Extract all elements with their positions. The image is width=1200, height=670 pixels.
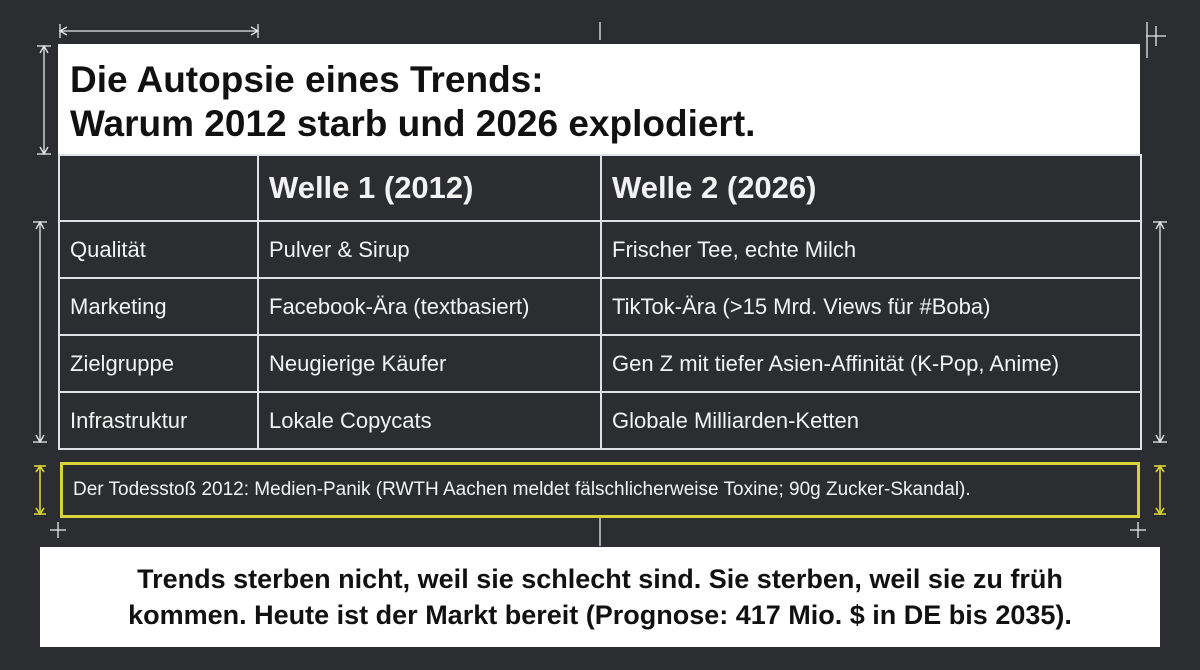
wave-1-cell: Neugierige Käufer [257, 334, 602, 393]
header-wave-1: Welle 1 (2012) [257, 154, 602, 222]
row-label: Zielgruppe [58, 334, 259, 393]
wave-1-cell: Facebook-Ära (textbasiert) [257, 277, 602, 336]
table-header-row: Welle 1 (2012) Welle 2 (2026) [58, 154, 1142, 222]
wave-2-cell: TikTok-Ära (>15 Mrd. Views für #Boba) [600, 277, 1142, 336]
table-row: Zielgruppe Neugierige Käufer Gen Z mit t… [58, 334, 1142, 393]
conclusion-line-2: kommen. Heute ist der Markt bereit (Prog… [128, 600, 1072, 630]
row-label: Infrastruktur [58, 391, 259, 450]
table-row: Qualität Pulver & Sirup Frischer Tee, ec… [58, 220, 1142, 279]
title-line-2: Warum 2012 starb und 2026 explodiert. [70, 103, 756, 144]
death-blow-note: Der Todesstoß 2012: Medien-Panik (RWTH A… [60, 462, 1140, 518]
row-label: Qualität [58, 220, 259, 279]
table-row: Marketing Facebook-Ära (textbasiert) Tik… [58, 277, 1142, 336]
title-line-1: Die Autopsie eines Trends: [70, 59, 544, 100]
wave-2-cell: Globale Milliarden-Ketten [600, 391, 1142, 450]
wave-2-cell: Frischer Tee, echte Milch [600, 220, 1142, 279]
title-box: Die Autopsie eines Trends: Warum 2012 st… [58, 44, 1140, 154]
wave-1-cell: Pulver & Sirup [257, 220, 602, 279]
death-blow-text: Der Todesstoß 2012: Medien-Panik (RWTH A… [73, 479, 971, 500]
wave-1-cell: Lokale Copycats [257, 391, 602, 450]
table-row: Infrastruktur Lokale Copycats Globale Mi… [58, 391, 1142, 450]
comparison-table: Welle 1 (2012) Welle 2 (2026) Qualität P… [58, 154, 1142, 450]
conclusion-line-1: Trends sterben nicht, weil sie schlecht … [137, 564, 1063, 594]
header-empty-cell [58, 154, 259, 222]
conclusion-box: Trends sterben nicht, weil sie schlecht … [40, 547, 1160, 647]
header-wave-2: Welle 2 (2026) [600, 154, 1142, 222]
row-label: Marketing [58, 277, 259, 336]
wave-2-cell: Gen Z mit tiefer Asien-Affinität (K-Pop,… [600, 334, 1142, 393]
